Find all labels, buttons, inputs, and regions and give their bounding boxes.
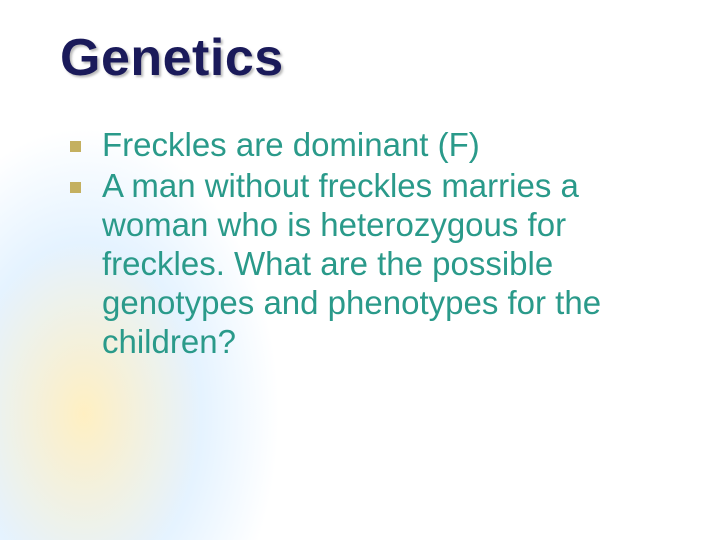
bullet-item: A man without freckles marries a woman w… xyxy=(70,167,670,362)
bullet-text: Freckles are dominant (F) xyxy=(102,126,480,163)
square-bullet-icon xyxy=(70,141,81,152)
bullet-list: Freckles are dominant (F) A man without … xyxy=(60,126,670,362)
bullet-text: A man without freckles marries a woman w… xyxy=(102,167,601,360)
slide-title: Genetics xyxy=(60,28,670,88)
slide-container: Genetics Freckles are dominant (F) A man… xyxy=(0,0,720,540)
square-bullet-icon xyxy=(70,182,81,193)
bullet-item: Freckles are dominant (F) xyxy=(70,126,670,165)
